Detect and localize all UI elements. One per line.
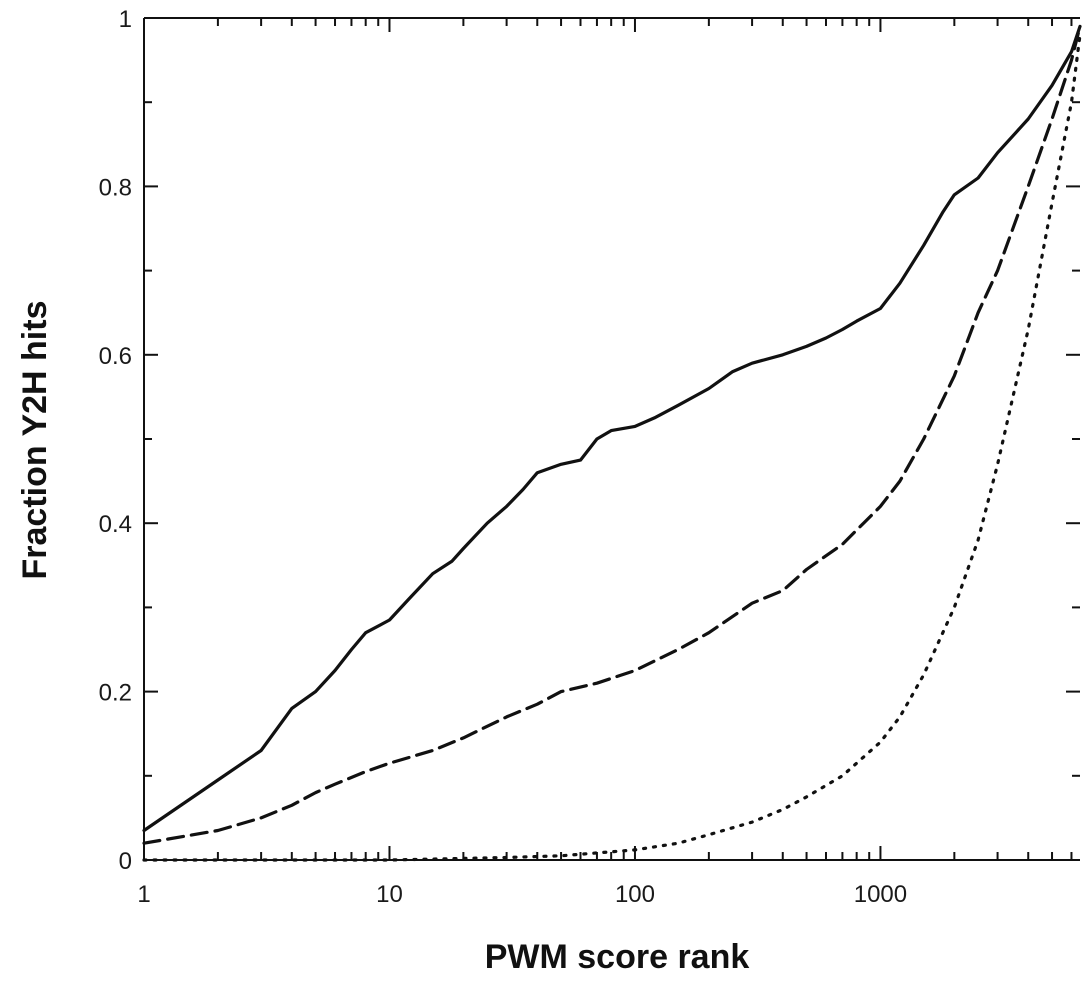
y-tick-label: 1 [119,6,132,33]
series-lines [142,24,1082,862]
plot-frame [143,17,1080,861]
y-tick-label: 0.4 [99,511,132,538]
y-axis-title: Fraction Y2H hits [16,301,54,580]
y-tick-label: 0 [119,848,132,875]
x-tick-label: 10 [376,881,403,908]
y-tick-label: 0.6 [99,343,132,370]
x-tick-label: 100 [615,881,655,908]
y-tick-label: 0.8 [99,174,132,201]
series-line-dotted [142,33,1082,862]
series-line-solid [142,24,1082,833]
tick-labels: 1 10 100 1000 0 0.2 0.4 0.6 0.8 1 [99,6,908,908]
axis-ticks [143,17,1080,861]
series-line-dashed [142,24,1082,845]
x-tick-label: 1000 [854,881,907,908]
x-tick-label: 1 [137,881,150,908]
x-axis-title: PWM score rank [485,938,750,976]
y-tick-label: 0.2 [99,680,132,707]
